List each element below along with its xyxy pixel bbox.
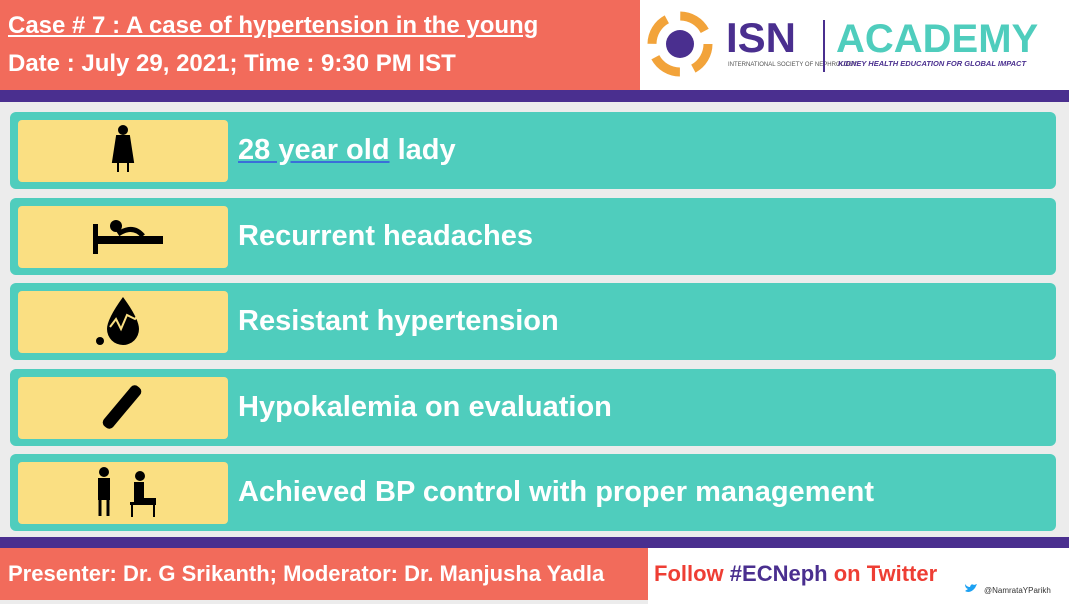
title: Case # 7 : A case of hypertension in the… <box>8 12 539 39</box>
icon <box>93 219 163 254</box>
icon <box>102 384 142 429</box>
item-row: Hypokalemia on evaluation <box>10 368 1056 446</box>
isn: ISN <box>726 14 796 61</box>
item-row: Achieved BP control with proper manageme… <box>10 454 1056 531</box>
item-text: Hypokalemia on evaluation <box>238 391 612 424</box>
follow: Follow <box>654 561 724 586</box>
item-row: Recurrent headaches <box>10 197 1056 275</box>
date: Date : July 29, 2021; Time : 9:30 PM IST <box>8 50 456 77</box>
item-label: Hypokalemia on evaluation <box>238 390 612 423</box>
isn-sub: INTERNATIONAL SOCIETY OF NEPHROLOGY <box>728 62 857 68</box>
item-text: Resistant hypertension <box>238 305 559 338</box>
icon <box>98 467 156 517</box>
icon-box <box>18 205 228 268</box>
top-bar <box>0 90 1069 102</box>
header: Case # 7 : A case of hypertension in the… <box>0 0 640 90</box>
item-label: Achieved BP control with proper manageme… <box>238 476 874 508</box>
presenter: Presenter: Dr. G Srikanth; Moderator: Dr… <box>8 561 605 586</box>
icon-box <box>18 376 228 439</box>
item-label: Resistant hypertension <box>238 305 559 337</box>
icon-box <box>18 462 228 524</box>
item-text: 28 year old lady <box>238 134 456 167</box>
twitter-box: Follow #ECNeph on Twitter @NamrataYParik… <box>648 548 1069 604</box>
bottom-bar <box>0 537 1069 548</box>
hashtag: #ECNeph <box>729 561 828 586</box>
logo-mark <box>647 11 713 77</box>
item-row: Resistant hypertension <box>10 283 1056 360</box>
footer: Presenter: Dr. G Srikanth; Moderator: Dr… <box>0 548 648 600</box>
item-row: 28 year old lady <box>10 112 1056 189</box>
item-highlight: 28 year old <box>238 134 390 166</box>
platform: on Twitter <box>833 561 938 586</box>
item-label: Recurrent headaches <box>238 219 533 252</box>
icon <box>96 297 144 345</box>
icon-box <box>18 291 228 353</box>
tagline: KIDNEY HEALTH EDUCATION FOR GLOBAL IMPAC… <box>838 59 1027 68</box>
item-text: Achieved BP control with proper manageme… <box>238 476 874 509</box>
logo: ISN INTERNATIONAL SOCIETY OF NEPHROLOGY … <box>640 0 1069 90</box>
item-label: lady <box>389 134 456 166</box>
icon-box <box>18 120 228 182</box>
follow-line: Follow #ECNeph on Twitter <box>654 561 937 587</box>
handle: @NamrataYParikh <box>984 586 1051 595</box>
logo-core <box>666 30 694 58</box>
academy: ACADEMY <box>836 17 1039 61</box>
icon <box>111 125 135 172</box>
twitter-icon <box>965 584 977 592</box>
item-text: Recurrent headaches <box>238 220 533 253</box>
